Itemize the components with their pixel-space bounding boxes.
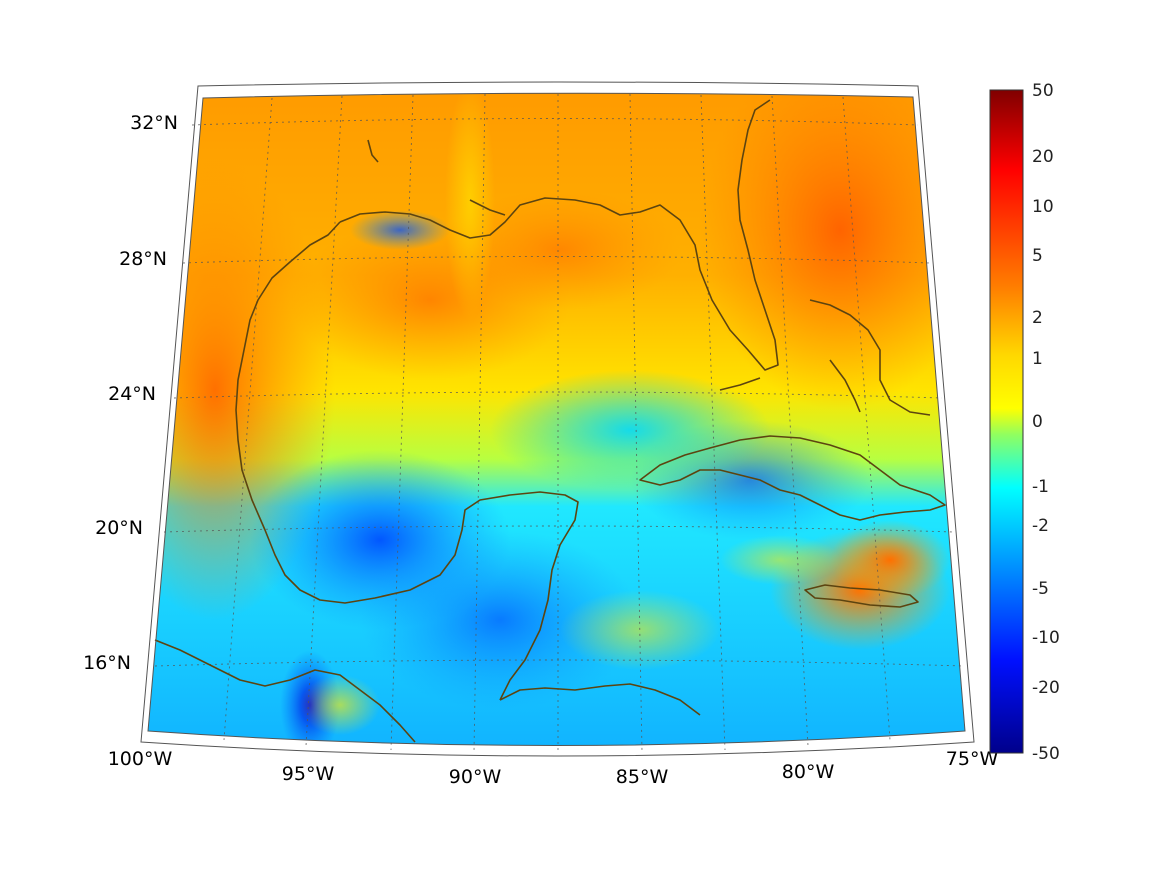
colorbar-tick-label: -2 — [1032, 516, 1049, 536]
colorbar-tick-label: -1 — [1032, 477, 1049, 497]
latitude-tick-label: 32°N — [130, 112, 178, 134]
colorbar-tick-label: -5 — [1032, 579, 1049, 599]
colorbar-tick-label: -20 — [1032, 678, 1060, 698]
colorbar-tick-label: -50 — [1032, 744, 1060, 764]
colorbar: 50 20 10 5 2 1 0 -1 -2 -5 -10 -20 -50 — [989, 81, 1060, 764]
graticule — [154, 93, 965, 753]
colorbar-tick-label: -10 — [1032, 628, 1060, 648]
map-frame — [140, 81, 975, 757]
longitude-tick-label: 90°W — [449, 766, 502, 788]
longitude-tick-label: 95°W — [282, 763, 335, 785]
longitude-tick-label: 80°W — [782, 761, 835, 783]
latitude-tick-label: 16°N — [83, 652, 131, 674]
data-field — [148, 93, 965, 746]
colorbar-gradient — [989, 89, 1024, 754]
latitude-axis: 32°N 28°N 24°N 20°N 16°N — [83, 112, 178, 674]
colorbar-tick-label: 10 — [1032, 197, 1054, 217]
longitude-tick-label: 85°W — [616, 766, 669, 788]
latitude-tick-label: 20°N — [95, 517, 143, 539]
colorbar-tick-label: 50 — [1032, 81, 1054, 101]
colorbar-tick-label: 1 — [1032, 349, 1043, 369]
colorbar-tick-label: 0 — [1032, 412, 1043, 432]
colorbar-tick-label: 2 — [1032, 308, 1043, 328]
latitude-tick-label: 28°N — [119, 248, 167, 270]
coastlines — [154, 99, 946, 743]
colorbar-tick-label: 5 — [1032, 246, 1043, 266]
longitude-tick-label: 100°W — [108, 748, 173, 770]
latitude-tick-label: 24°N — [108, 383, 156, 405]
colorbar-tick-label: 20 — [1032, 147, 1054, 167]
longitude-axis: 100°W 95°W 90°W 85°W 80°W 75°W — [108, 748, 999, 788]
longitude-tick-label: 75°W — [946, 748, 999, 770]
